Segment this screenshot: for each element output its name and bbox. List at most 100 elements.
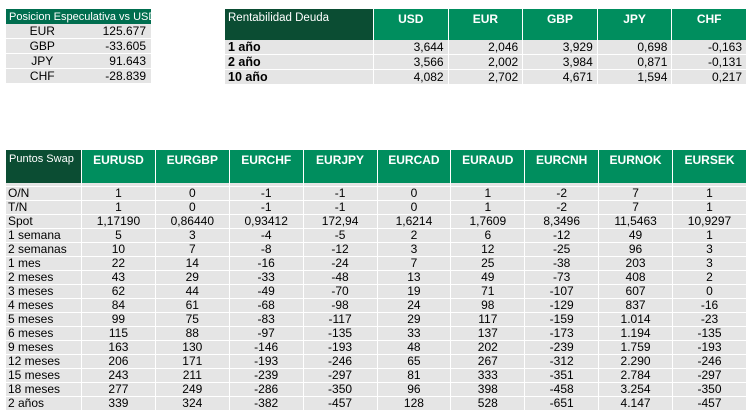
table-row: 2 años 339 324 -382 -457 128 528 -651 4.147 -457 (6, 396, 747, 411)
swap-cell: -49 (229, 284, 304, 299)
swap-cell: 202 (450, 340, 526, 355)
swap-cell: 277 (81, 382, 156, 397)
swap-cell: 7 (598, 200, 673, 215)
swap-cell: -97 (229, 326, 304, 341)
table-row: 15 meses 243 211 -239 -297 81 333 -351 2.784 -297 (6, 368, 747, 383)
swap-cell: 249 (155, 382, 230, 397)
swap-cell: 0 (672, 284, 747, 299)
yield-cell: 0,217 (671, 69, 747, 85)
table-row: 1 mes 22 14 -16 -24 7 25 -38 203 3 (6, 256, 747, 271)
swap-cell: 14 (155, 256, 230, 271)
swap-cell: 62 (81, 284, 156, 299)
rentabilidad-title: Rentabilidad Deuda (225, 9, 374, 40)
swap-cell: 29 (155, 270, 230, 285)
swap-cell: -12 (524, 228, 600, 243)
swap-cell: -16 (229, 256, 304, 271)
row-label: 15 meses (6, 368, 82, 383)
row-label: 12 meses (6, 354, 82, 369)
swap-cell: -25 (524, 242, 600, 257)
swap-cell: 2 (377, 228, 452, 243)
swap-cell: 137 (450, 326, 526, 341)
swap-cell: -38 (524, 256, 600, 271)
swap-cell: 1,17190 (81, 214, 156, 229)
swap-cell: 71 (450, 284, 526, 299)
swap-cell: 1 (450, 186, 526, 201)
column-header: EURSEK (672, 150, 747, 183)
table-row: 10 año 4,082 2,702 4,671 1,594 0,217 (225, 69, 747, 85)
yield-cell: -0,131 (671, 54, 747, 70)
yield-cell: 3,984 (522, 54, 598, 70)
swap-cell: -193 (672, 340, 747, 355)
yield-cell: 0,698 (597, 40, 673, 55)
table-row: 2 meses 43 29 -33 -48 13 49 -73 408 2 (6, 270, 747, 285)
spacer-cell (524, 183, 600, 187)
swap-cell: 1 (450, 200, 526, 215)
column-header: EURCNH (524, 150, 600, 183)
column-header: JPY (597, 9, 673, 40)
posicion-especulativa-table: Posicion Especulativa vs USD EUR 125.677 G… (6, 9, 151, 84)
swap-cell: 0 (155, 200, 230, 215)
swap-cell: 1,6214 (377, 214, 452, 229)
swap-cell: 49 (450, 270, 526, 285)
swap-cell: 607 (598, 284, 673, 299)
yield-cell: -0,163 (671, 40, 747, 55)
column-header: USD (373, 9, 449, 40)
yield-cell: 0,871 (597, 54, 673, 70)
row-label: O/N (6, 186, 82, 201)
swap-cell: -2 (524, 200, 600, 215)
row-label: T/N (6, 200, 82, 215)
swap-title: Puntos Swap (6, 150, 82, 183)
yield-cell: 2,702 (448, 69, 524, 85)
table-row: 6 meses 115 88 -97 -135 33 137 -173 1.194 -135 (6, 326, 747, 341)
swap-cell: 29 (377, 312, 452, 327)
swap-cell: 333 (450, 368, 526, 383)
swap-cell: 117 (450, 312, 526, 327)
swap-cell: -239 (229, 368, 304, 383)
swap-cell: 171 (155, 354, 230, 369)
spacer-row (6, 183, 747, 187)
swap-cell: 96 (377, 382, 452, 397)
swap-cell: -1 (303, 186, 378, 201)
swap-cell: -651 (524, 396, 600, 411)
swap-cell: 6 (450, 228, 526, 243)
swap-cell: -98 (303, 298, 378, 313)
swap-cell: 267 (450, 354, 526, 369)
swap-cell: 1 (81, 200, 156, 215)
swap-cell: 25 (450, 256, 526, 271)
swap-cell: 11,5463 (598, 214, 673, 229)
swap-cell: 528 (450, 396, 526, 411)
row-label: 9 meses (6, 340, 82, 355)
swap-cell: -297 (672, 368, 747, 383)
swap-cell: -193 (229, 354, 304, 369)
swap-cell: 2 (672, 270, 747, 285)
column-header: EURNOK (598, 150, 673, 183)
swap-cell: 65 (377, 354, 452, 369)
swap-cell: -5 (303, 228, 378, 243)
swap-cell: 128 (377, 396, 452, 411)
swap-cell: -458 (524, 382, 600, 397)
row-label: 4 meses (6, 298, 82, 313)
swap-cell: -48 (303, 270, 378, 285)
table-row: 5 meses 99 75 -83 -117 29 117 -159 1.014 -23 (6, 312, 747, 327)
posicion-row: CHF -28.839 (6, 68, 151, 84)
swap-cell: -73 (524, 270, 600, 285)
row-label: 2 semanas (6, 242, 82, 257)
swap-cell: 408 (598, 270, 673, 285)
swap-cell: -2 (524, 186, 600, 201)
column-header: EURCAD (377, 150, 452, 183)
spacer-cell (6, 183, 82, 187)
yield-cell: 1,594 (597, 69, 673, 85)
swap-cell: 3 (377, 242, 452, 257)
column-header: CHF (671, 9, 747, 40)
swap-cell: -457 (303, 396, 378, 411)
row-label: Spot (6, 214, 82, 229)
table-row: 1 año 3,644 2,046 3,929 0,698 -0,163 (225, 40, 747, 55)
swap-cell: -246 (672, 354, 747, 369)
swap-cell: 88 (155, 326, 230, 341)
column-header: EURJPY (303, 150, 378, 183)
swap-cell: 12 (450, 242, 526, 257)
table-row: O/N 1 0 -1 -1 0 1 -2 7 1 (6, 186, 747, 201)
swap-cell: 163 (81, 340, 156, 355)
posicion-title: Posicion Especulativa vs USD (6, 9, 151, 24)
row-label: 2 año (225, 54, 374, 70)
